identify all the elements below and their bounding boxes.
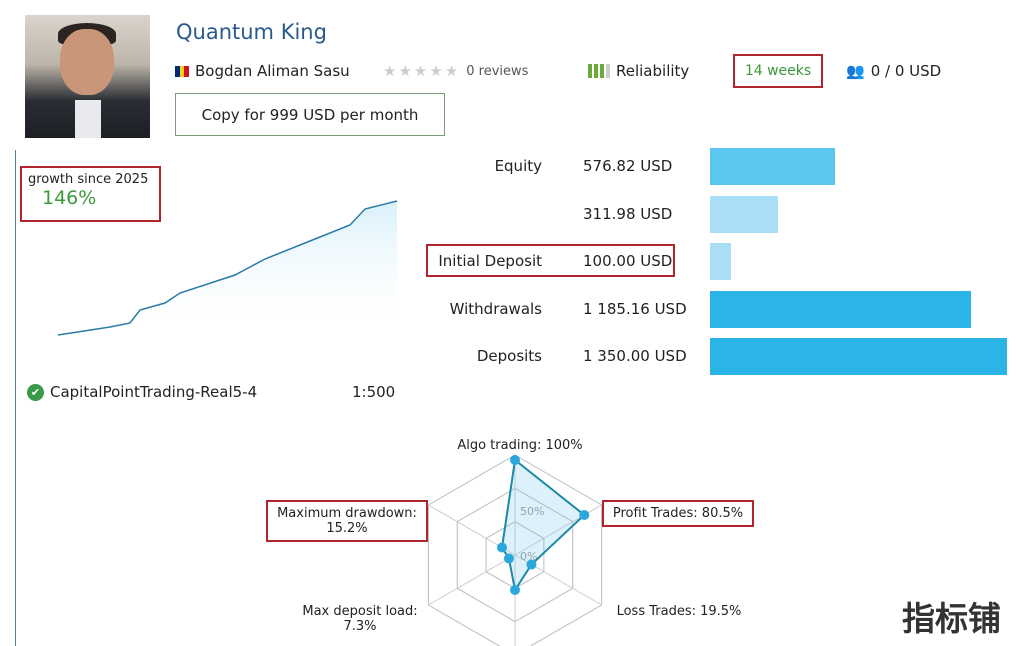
growth-chart[interactable] <box>50 195 410 345</box>
stat-bar <box>710 243 731 280</box>
radar-label-deposit-load: Max deposit load: 7.3% <box>302 604 418 634</box>
leverage: 1:500 <box>352 383 396 401</box>
growth-value: 146% <box>42 187 97 209</box>
growth-label: growth since 2025 <box>28 172 149 187</box>
growth-box: growth since 2025 146% <box>20 166 161 222</box>
radar-point <box>526 559 537 570</box>
growth-area <box>58 201 397 335</box>
subscribers-value: 0 / 0 USD <box>870 62 942 80</box>
radar-label-algo: Algo trading: 100% <box>457 438 583 453</box>
stat-label: Deposits <box>476 347 542 365</box>
rating[interactable]: ★★★★★ 0 reviews <box>383 62 528 80</box>
signal-title[interactable]: Quantum King <box>176 20 327 44</box>
verified-check-icon: ✔ <box>27 383 44 401</box>
stat-value: 100.00 USD <box>583 252 673 270</box>
radar-chart: 50% 0% <box>427 454 603 646</box>
reliability-label: Reliability <box>616 62 690 80</box>
stat-value: 576.82 USD <box>583 157 673 175</box>
radar-point <box>579 510 590 520</box>
author[interactable]: Bogdan Aliman Sasu <box>175 62 350 80</box>
subscribers: 👥 0 / 0 USD <box>846 62 941 80</box>
radar-axis <box>428 554 516 606</box>
stat-label: Withdrawals <box>449 299 542 318</box>
reviews-count[interactable]: 0 reviews <box>466 63 529 79</box>
stat-value: 311.98 USD <box>583 204 673 223</box>
broker[interactable]: ✔ CapitalPointTrading-Real5-4 <box>27 383 257 401</box>
reliability-bars-icon <box>588 64 610 78</box>
growth-line <box>57 200 398 336</box>
weeks-badge: 14 weeks <box>733 54 823 88</box>
radar-label-loss: Loss Trades: 19.5% <box>616 604 742 619</box>
divider <box>15 150 16 646</box>
stat-bar <box>710 290 972 328</box>
initial-deposit-highlight <box>426 244 675 277</box>
users-icon: 👥 <box>846 62 865 80</box>
radar-ring-label: 0% <box>520 550 537 563</box>
stat-bar <box>710 195 779 233</box>
stat-bar <box>710 148 835 185</box>
weeks-value: 14 weeks <box>744 63 812 79</box>
radar-area <box>500 458 586 593</box>
subscribe-button[interactable]: Copy for 999 USD per month <box>175 93 445 136</box>
radar-point <box>503 553 514 564</box>
radar-point <box>510 455 520 465</box>
stat-label: Equity <box>494 157 542 175</box>
stat-value: 1 185.16 USD <box>583 299 687 318</box>
reliability: Reliability <box>588 62 689 80</box>
watermark: 指标铺 <box>902 599 1001 638</box>
radar-label-drawdown: Maximum drawdown: 15.2% <box>266 500 428 542</box>
stat-bar <box>710 338 1007 375</box>
radar-label-profit: Profit Trades: 80.5% <box>602 500 754 527</box>
stars-icon: ★★★★★ <box>383 62 461 80</box>
avatar <box>25 15 150 138</box>
stat-label: Initial Deposit <box>438 252 542 270</box>
author-name[interactable]: Bogdan Aliman Sasu <box>195 62 350 80</box>
subscribe-label[interactable]: Copy for 999 USD per month <box>201 105 419 124</box>
flag-icon <box>175 65 190 77</box>
radar-point <box>497 542 508 553</box>
radar-ring-label: 50% <box>520 505 544 518</box>
broker-name[interactable]: CapitalPointTrading-Real5-4 <box>50 383 258 401</box>
stat-value: 1 350.00 USD <box>583 347 687 365</box>
radar-point <box>510 585 520 595</box>
